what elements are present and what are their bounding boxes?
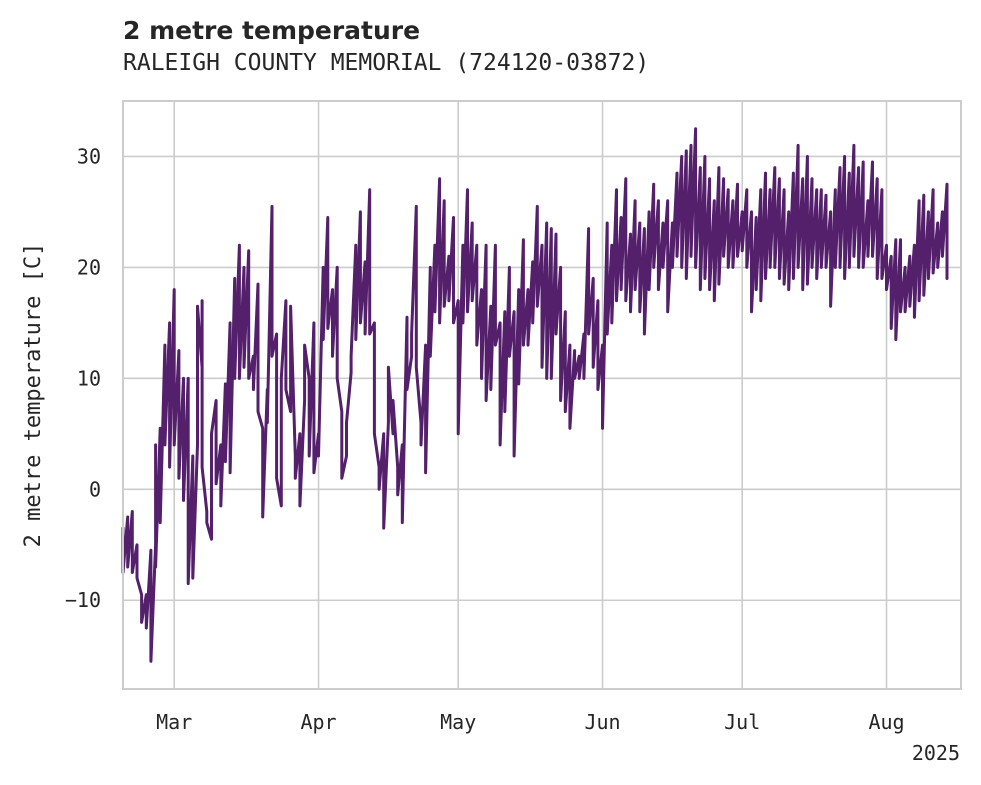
y-axis-ticks: 30 20 10 0 −10	[65, 144, 101, 612]
x-tick-label-may: May	[440, 710, 476, 734]
chart-subtitle: RALEIGH COUNTY MEMORIAL (724120-03872)	[123, 50, 650, 76]
x-tick-label-apr: Apr	[300, 710, 336, 734]
y-tick-label--10: −10	[65, 588, 101, 612]
y-tick-label-0: 0	[89, 477, 101, 501]
x-tick-label-jul: Jul	[724, 710, 760, 734]
plot-frame	[122, 100, 962, 690]
x-tick-label-mar: Mar	[156, 710, 192, 734]
temperature-series-line	[121, 127, 949, 663]
series-layer	[121, 127, 949, 663]
y-tick-label-20: 20	[77, 255, 101, 279]
y-tick-label-10: 10	[77, 366, 101, 390]
y-axis-label: 2 metre temperature [C]	[21, 243, 46, 548]
chart-title: 2 metre temperature	[123, 16, 421, 45]
x-tick-label-aug: Aug	[868, 710, 904, 734]
x-axis-year-offset: 2025	[912, 741, 960, 765]
y-tick-label-30: 30	[77, 144, 101, 168]
x-axis-ticks: Mar Apr May Jun Jul Aug	[156, 710, 904, 734]
x-tick-label-jun: Jun	[584, 710, 620, 734]
